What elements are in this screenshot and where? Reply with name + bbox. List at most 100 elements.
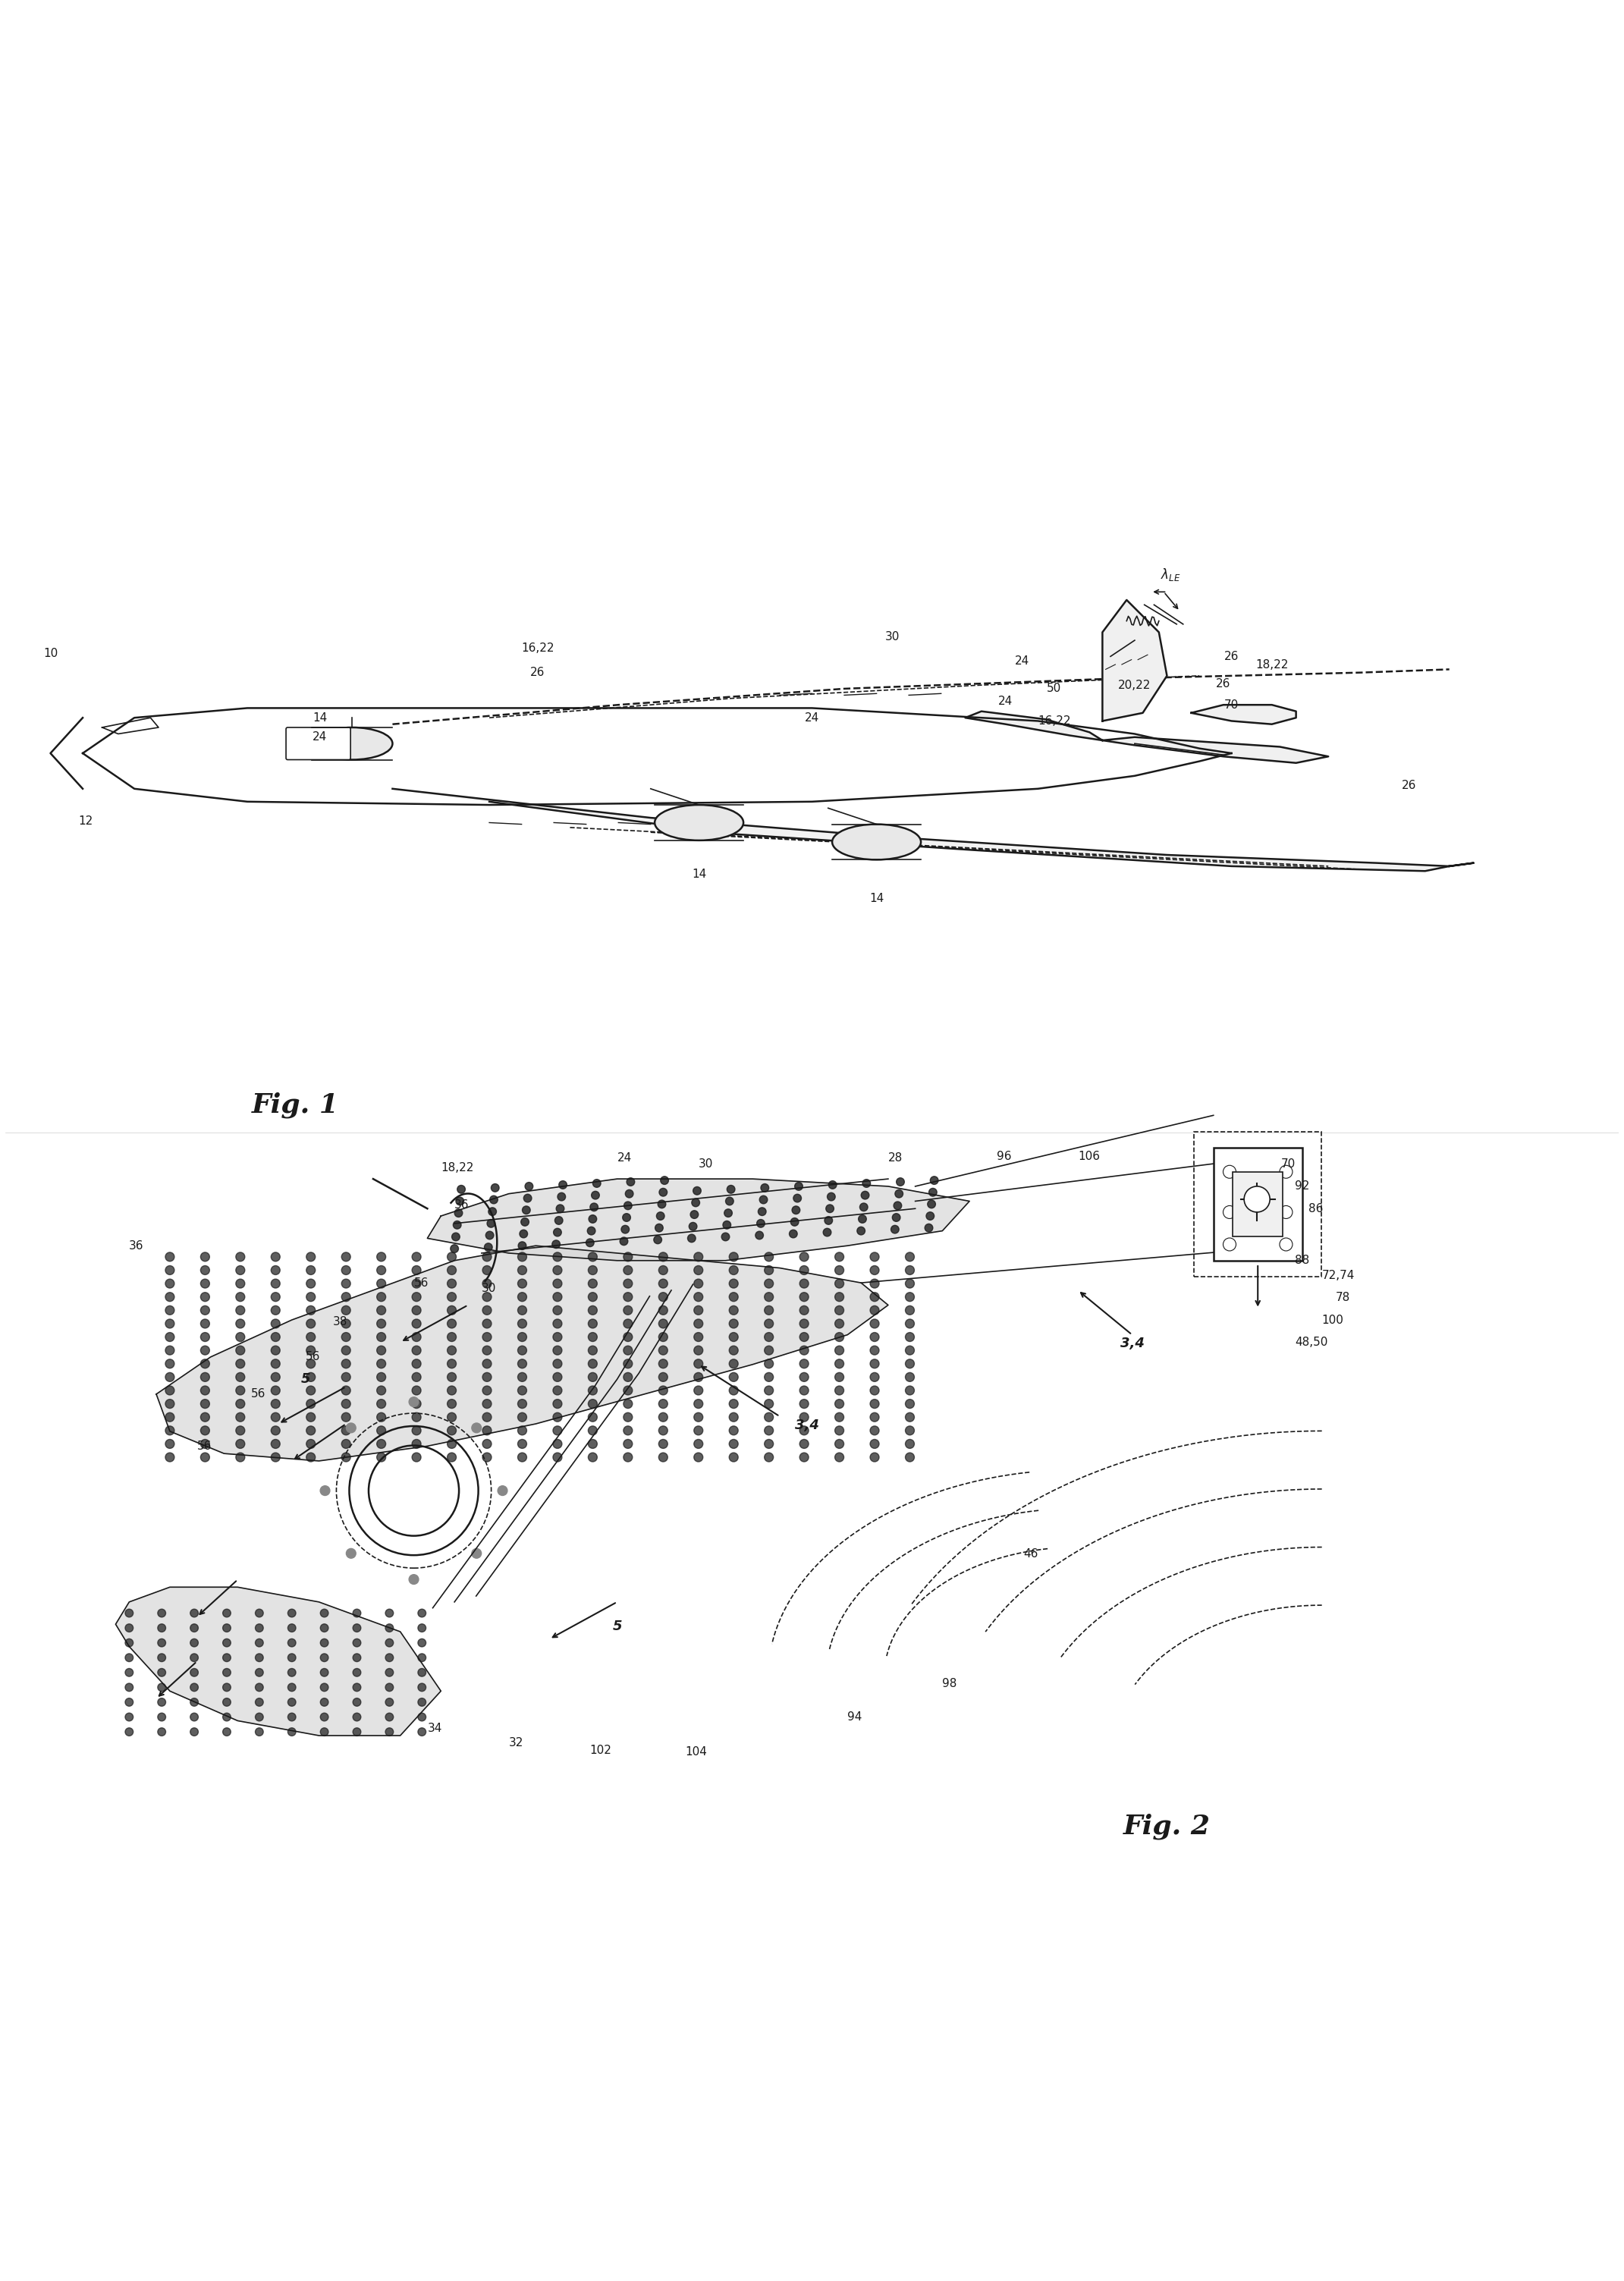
Circle shape (320, 1683, 328, 1693)
Circle shape (588, 1398, 598, 1407)
Circle shape (870, 1359, 879, 1369)
Circle shape (255, 1727, 263, 1736)
Text: 28: 28 (888, 1152, 903, 1163)
Circle shape (799, 1387, 809, 1396)
Circle shape (726, 1198, 734, 1204)
Circle shape (287, 1667, 296, 1677)
Circle shape (200, 1439, 209, 1448)
Bar (1213, 1147, 1302, 1261)
Circle shape (552, 1305, 562, 1314)
Circle shape (721, 1232, 729, 1241)
Circle shape (523, 1207, 531, 1213)
Circle shape (624, 1426, 632, 1435)
Circle shape (412, 1280, 421, 1289)
Circle shape (451, 1232, 460, 1241)
Circle shape (377, 1426, 387, 1435)
Circle shape (799, 1293, 809, 1302)
Circle shape (793, 1195, 801, 1202)
Circle shape (412, 1426, 421, 1435)
Circle shape (870, 1387, 879, 1396)
Circle shape (905, 1373, 914, 1382)
Circle shape (870, 1305, 879, 1314)
Circle shape (555, 1204, 564, 1213)
Bar (1233, 1172, 1283, 1236)
Circle shape (835, 1293, 844, 1302)
Circle shape (1280, 1207, 1293, 1218)
Circle shape (656, 1211, 664, 1220)
Circle shape (235, 1318, 245, 1328)
Circle shape (518, 1373, 526, 1382)
Circle shape (352, 1697, 361, 1706)
Circle shape (482, 1387, 492, 1396)
Circle shape (765, 1453, 773, 1462)
Circle shape (659, 1426, 667, 1435)
Circle shape (482, 1412, 492, 1421)
Circle shape (659, 1373, 667, 1382)
Circle shape (857, 1227, 866, 1234)
Circle shape (659, 1398, 667, 1407)
Circle shape (341, 1266, 351, 1275)
Circle shape (620, 1236, 628, 1245)
Circle shape (518, 1412, 526, 1421)
Circle shape (729, 1439, 739, 1448)
Circle shape (341, 1332, 351, 1341)
Circle shape (352, 1667, 361, 1677)
Circle shape (870, 1373, 879, 1382)
Text: 30: 30 (885, 632, 900, 643)
Circle shape (200, 1359, 209, 1369)
Circle shape (689, 1223, 697, 1229)
Circle shape (870, 1318, 879, 1328)
Circle shape (447, 1266, 456, 1275)
Circle shape (409, 1396, 419, 1407)
Text: 94: 94 (848, 1711, 862, 1722)
Circle shape (458, 1186, 464, 1193)
Text: 3,4: 3,4 (1121, 1337, 1145, 1350)
Circle shape (693, 1373, 703, 1382)
Circle shape (412, 1412, 421, 1421)
Text: 106: 106 (1078, 1152, 1099, 1163)
Circle shape (825, 1216, 833, 1225)
Circle shape (200, 1398, 209, 1407)
Polygon shape (427, 1179, 970, 1261)
Circle shape (385, 1683, 393, 1693)
Circle shape (222, 1608, 231, 1617)
Text: 92: 92 (1294, 1182, 1309, 1193)
Circle shape (447, 1318, 456, 1328)
Circle shape (385, 1727, 393, 1736)
Circle shape (377, 1359, 387, 1369)
Polygon shape (1190, 705, 1296, 723)
Circle shape (255, 1683, 263, 1693)
Circle shape (659, 1359, 667, 1369)
Circle shape (125, 1713, 133, 1722)
Circle shape (1223, 1207, 1236, 1218)
Circle shape (654, 1236, 663, 1243)
Circle shape (518, 1453, 526, 1462)
Circle shape (552, 1293, 562, 1302)
Circle shape (835, 1280, 844, 1289)
Circle shape (659, 1439, 667, 1448)
Circle shape (729, 1373, 739, 1382)
Circle shape (835, 1387, 844, 1396)
Circle shape (624, 1318, 632, 1328)
Text: 18,22: 18,22 (1255, 659, 1288, 671)
Circle shape (190, 1608, 198, 1617)
Polygon shape (393, 789, 1449, 871)
Circle shape (320, 1654, 328, 1661)
Circle shape (385, 1713, 393, 1722)
Circle shape (158, 1638, 166, 1647)
Circle shape (190, 1654, 198, 1661)
Circle shape (799, 1373, 809, 1382)
Circle shape (659, 1293, 667, 1302)
Text: 56: 56 (197, 1439, 211, 1451)
Text: 88: 88 (1294, 1255, 1309, 1266)
Circle shape (482, 1280, 492, 1289)
Circle shape (693, 1186, 702, 1195)
Circle shape (555, 1216, 564, 1225)
Circle shape (552, 1453, 562, 1462)
Circle shape (255, 1624, 263, 1631)
Circle shape (166, 1280, 174, 1289)
Circle shape (870, 1252, 879, 1261)
Circle shape (200, 1453, 209, 1462)
Circle shape (518, 1426, 526, 1435)
Circle shape (377, 1280, 387, 1289)
